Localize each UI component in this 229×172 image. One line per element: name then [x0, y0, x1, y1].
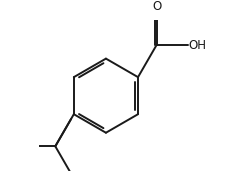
- Text: OH: OH: [188, 39, 206, 52]
- Text: O: O: [151, 0, 161, 13]
